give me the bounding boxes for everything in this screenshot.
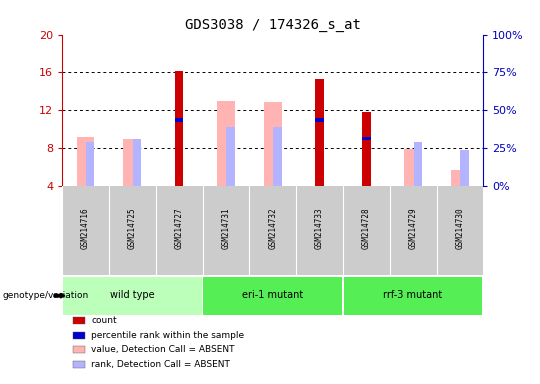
Title: GDS3038 / 174326_s_at: GDS3038 / 174326_s_at: [185, 18, 361, 32]
Text: count: count: [91, 316, 117, 325]
Bar: [461, 150, 469, 186]
Bar: [133, 139, 141, 186]
Text: GSM214732: GSM214732: [268, 208, 277, 250]
Bar: [404, 149, 422, 186]
Bar: [362, 112, 370, 186]
Bar: [344, 276, 482, 315]
Bar: [77, 137, 94, 186]
Text: percentile rank within the sample: percentile rank within the sample: [91, 331, 245, 340]
Bar: [451, 170, 469, 186]
Bar: [226, 126, 235, 186]
Bar: [204, 276, 342, 315]
Bar: [175, 118, 183, 122]
Text: GSM214725: GSM214725: [128, 208, 137, 250]
Bar: [414, 142, 422, 186]
Text: GSM214730: GSM214730: [455, 208, 464, 250]
Bar: [63, 276, 201, 315]
Bar: [273, 126, 281, 186]
Text: wild type: wild type: [110, 290, 154, 300]
Bar: [86, 142, 94, 186]
Text: GSM214729: GSM214729: [409, 208, 417, 250]
Text: GSM214731: GSM214731: [221, 208, 231, 250]
Text: genotype/variation: genotype/variation: [3, 291, 89, 300]
Bar: [362, 137, 370, 141]
Text: GSM214716: GSM214716: [81, 208, 90, 250]
Text: GSM214728: GSM214728: [362, 208, 371, 250]
Text: eri-1 mutant: eri-1 mutant: [242, 290, 303, 300]
Text: rrf-3 mutant: rrf-3 mutant: [383, 290, 443, 300]
Bar: [315, 118, 323, 122]
Bar: [264, 102, 281, 186]
Bar: [124, 139, 141, 186]
Bar: [315, 79, 323, 186]
Bar: [217, 101, 235, 186]
Text: GSM214727: GSM214727: [174, 208, 184, 250]
Text: value, Detection Call = ABSENT: value, Detection Call = ABSENT: [91, 345, 235, 354]
Text: GSM214733: GSM214733: [315, 208, 324, 250]
Bar: [175, 71, 183, 186]
Text: rank, Detection Call = ABSENT: rank, Detection Call = ABSENT: [91, 360, 230, 369]
